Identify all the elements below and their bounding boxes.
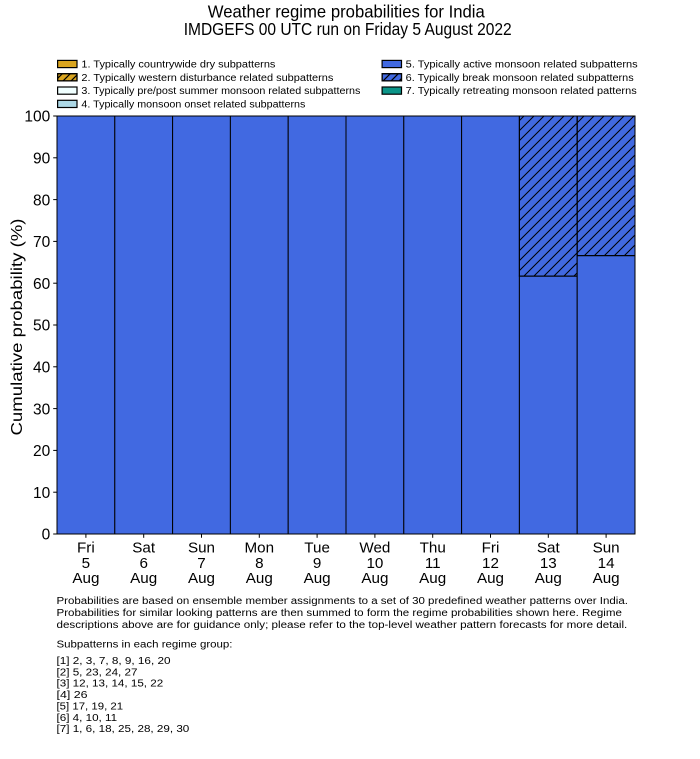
svg-text:0: 0 xyxy=(42,527,51,544)
svg-text:Weather regime probabilities f: Weather regime probabilities for India xyxy=(208,2,485,22)
svg-text:11: 11 xyxy=(425,555,441,572)
svg-text:14: 14 xyxy=(598,555,615,572)
svg-text:Sun: Sun xyxy=(593,540,620,557)
svg-text:[7] 1, 6, 18, 25, 28, 29, 30: [7] 1, 6, 18, 25, 28, 29, 30 xyxy=(57,724,190,735)
svg-text:Aug: Aug xyxy=(130,570,157,587)
svg-text:6. Typically break monsoon rel: 6. Typically break monsoon related subpa… xyxy=(406,73,634,84)
svg-text:Cumulative probability (%): Cumulative probability (%) xyxy=(9,219,26,436)
svg-text:90: 90 xyxy=(33,151,51,168)
svg-text:IMDGEFS 00 UTC run on Friday 5: IMDGEFS 00 UTC run on Friday 5 August 20… xyxy=(184,19,512,39)
svg-text:50: 50 xyxy=(33,318,51,335)
svg-text:Aug: Aug xyxy=(419,570,446,587)
svg-text:100: 100 xyxy=(24,109,50,126)
svg-text:80: 80 xyxy=(33,192,51,209)
svg-text:Aug: Aug xyxy=(593,570,620,587)
svg-text:Aug: Aug xyxy=(188,570,215,587)
svg-text:Mon: Mon xyxy=(245,540,275,557)
svg-text:2. Typically western disturban: 2. Typically western disturbance related… xyxy=(81,73,333,84)
svg-text:8: 8 xyxy=(255,555,263,572)
svg-text:Wed: Wed xyxy=(359,540,390,557)
svg-text:Aug: Aug xyxy=(361,570,388,587)
svg-text:20: 20 xyxy=(33,443,51,460)
svg-text:5: 5 xyxy=(82,555,90,572)
svg-text:Aug: Aug xyxy=(477,570,504,587)
svg-text:10: 10 xyxy=(33,485,51,502)
svg-text:3. Typically pre/post summer m: 3. Typically pre/post summer monsoon rel… xyxy=(81,86,360,97)
svg-text:[4] 26: [4] 26 xyxy=(57,690,89,701)
svg-text:6: 6 xyxy=(139,555,147,572)
svg-text:[2] 5, 23, 24, 27: [2] 5, 23, 24, 27 xyxy=(57,667,138,678)
svg-text:Fri: Fri xyxy=(482,540,500,557)
svg-text:Thu: Thu xyxy=(420,540,446,557)
svg-text:Aug: Aug xyxy=(535,570,562,587)
svg-text:Sat: Sat xyxy=(537,540,561,557)
svg-text:[3] 12, 13, 14, 15, 22: [3] 12, 13, 14, 15, 22 xyxy=(57,679,164,690)
svg-text:Probabilities for similar look: Probabilities for similar looking patter… xyxy=(57,608,623,619)
svg-text:5. Typically active monsoon re: 5. Typically active monsoon related subp… xyxy=(406,60,638,71)
svg-text:4. Typically monsoon onset rel: 4. Typically monsoon onset related subpa… xyxy=(81,100,305,111)
svg-text:1. Typically countrywide dry s: 1. Typically countrywide dry subpatterns xyxy=(81,60,275,71)
svg-text:Aug: Aug xyxy=(72,570,99,587)
svg-text:10: 10 xyxy=(366,555,383,572)
svg-text:30: 30 xyxy=(33,401,51,418)
svg-text:[5] 17, 19, 21: [5] 17, 19, 21 xyxy=(57,701,124,712)
svg-text:Fri: Fri xyxy=(77,540,95,557)
svg-text:12: 12 xyxy=(482,555,499,572)
svg-text:Aug: Aug xyxy=(304,570,331,587)
svg-text:Probabilities are based on ens: Probabilities are based on ensemble memb… xyxy=(57,596,628,607)
svg-text:70: 70 xyxy=(33,234,51,251)
svg-text:Tue: Tue xyxy=(304,540,330,557)
svg-text:13: 13 xyxy=(540,555,557,572)
svg-text:Sat: Sat xyxy=(132,540,156,557)
svg-text:7: 7 xyxy=(197,555,205,572)
svg-text:Sun: Sun xyxy=(188,540,215,557)
svg-text:60: 60 xyxy=(33,276,51,293)
svg-text:[1] 2, 3, 7, 8, 9, 16, 20: [1] 2, 3, 7, 8, 9, 16, 20 xyxy=(57,656,172,667)
svg-text:Subpatterns in each regime gro: Subpatterns in each regime group: xyxy=(57,640,233,651)
svg-text:40: 40 xyxy=(33,360,51,377)
svg-text:Aug: Aug xyxy=(246,570,273,587)
svg-text:descriptions above are for gui: descriptions above are for guidance only… xyxy=(57,620,628,631)
svg-text:[6] 4, 10, 11: [6] 4, 10, 11 xyxy=(57,713,118,724)
svg-text:7. Typically retreating monsoo: 7. Typically retreating monsoon related … xyxy=(406,86,637,97)
svg-text:9: 9 xyxy=(313,555,321,572)
